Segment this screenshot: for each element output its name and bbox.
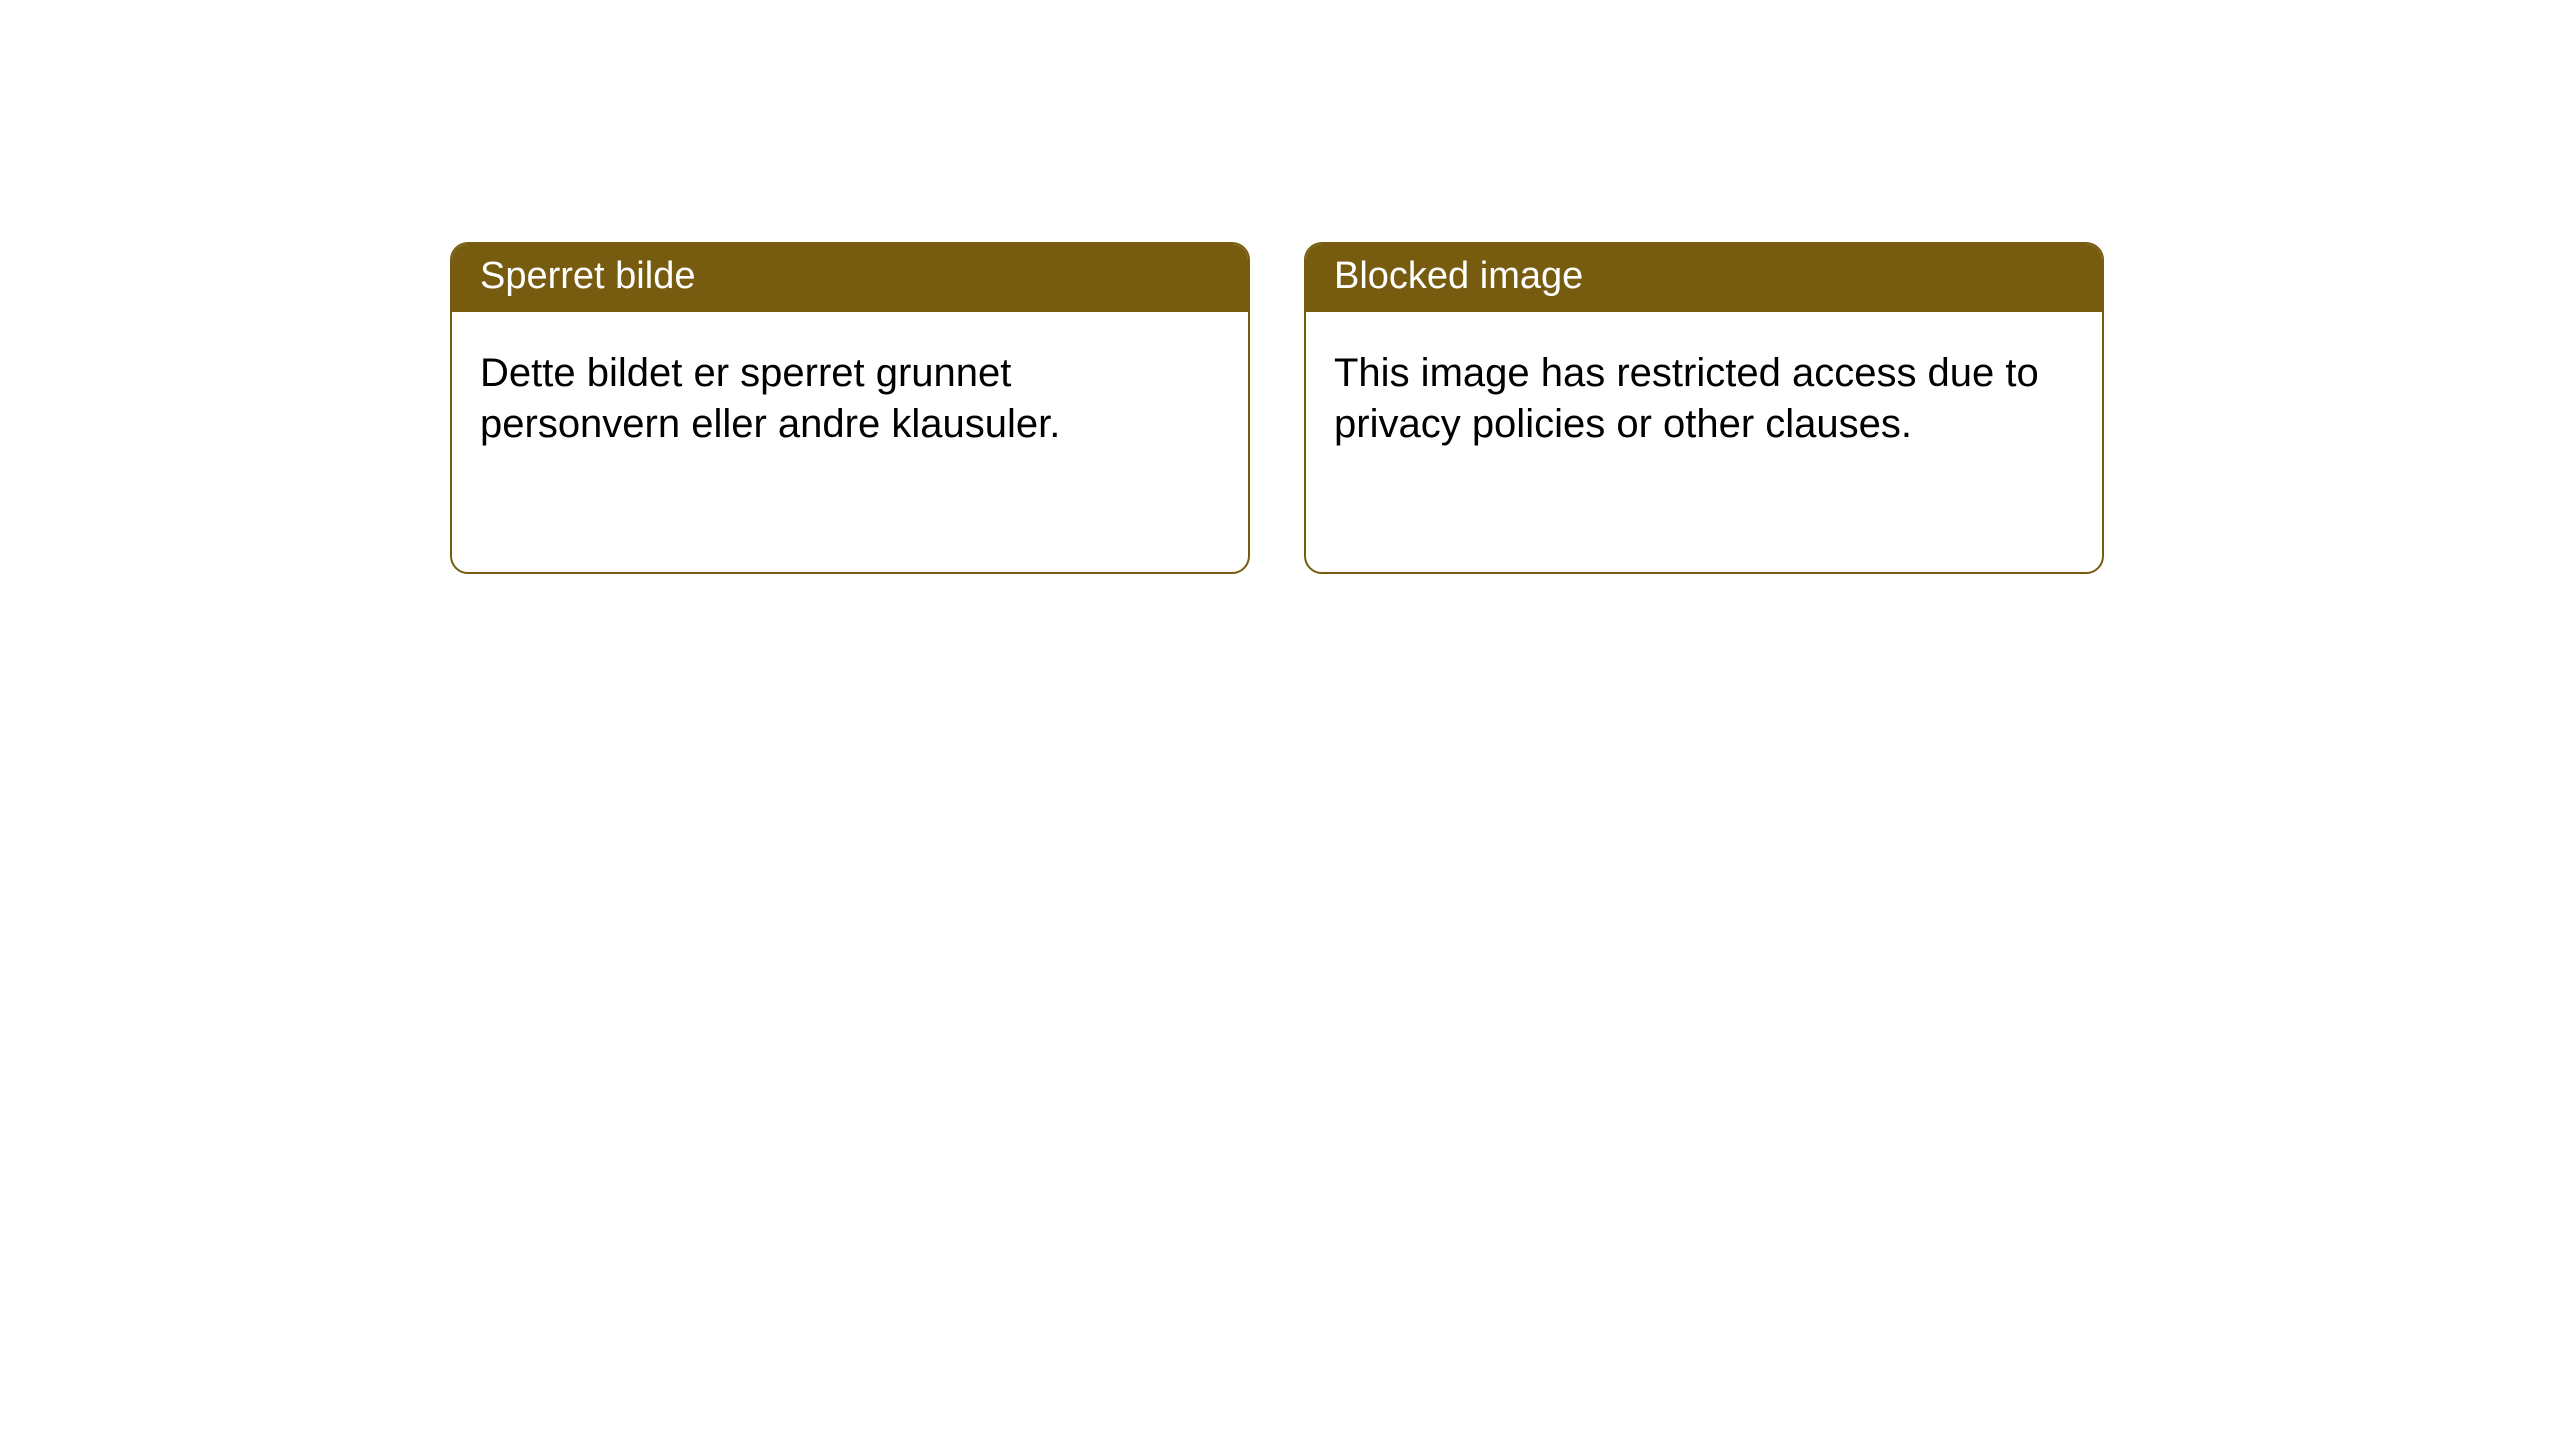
notice-container: Sperret bilde Dette bildet er sperret gr… xyxy=(450,242,2104,574)
notice-card-no: Sperret bilde Dette bildet er sperret gr… xyxy=(450,242,1250,574)
notice-header-en: Blocked image xyxy=(1306,244,2102,312)
notice-body-no: Dette bildet er sperret grunnet personve… xyxy=(452,312,1248,486)
notice-header-no: Sperret bilde xyxy=(452,244,1248,312)
notice-body-en: This image has restricted access due to … xyxy=(1306,312,2102,486)
notice-card-en: Blocked image This image has restricted … xyxy=(1304,242,2104,574)
